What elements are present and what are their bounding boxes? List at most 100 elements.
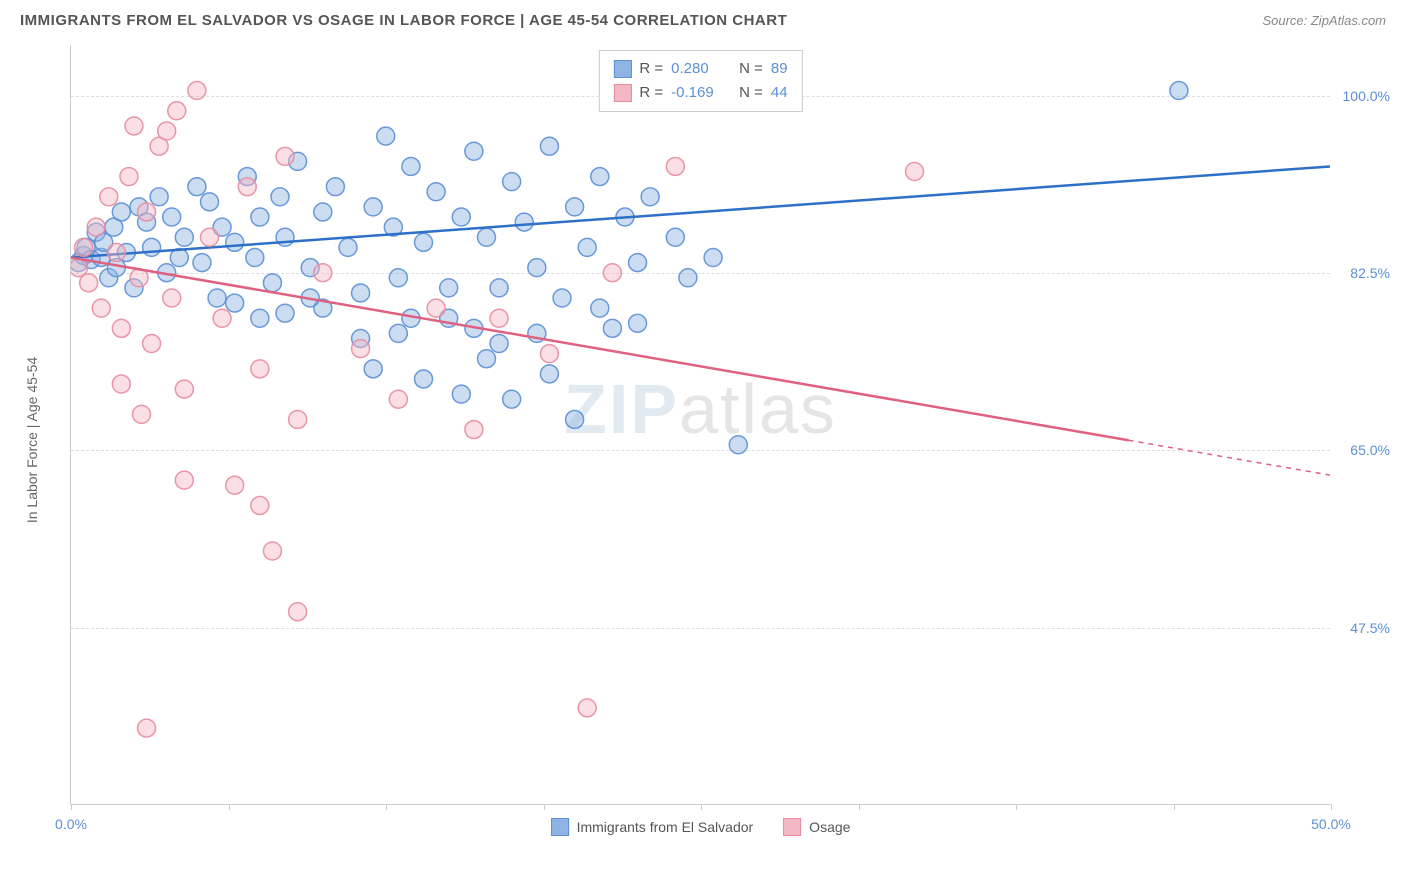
- y-tick-label: 47.5%: [1350, 620, 1390, 636]
- y-tick-label: 65.0%: [1350, 442, 1390, 458]
- correlation-legend: R = 0.280 N = 89R = -0.169 N = 44: [598, 50, 802, 112]
- x-tick: [1174, 804, 1175, 810]
- data-point: [120, 168, 138, 186]
- legend-item: Immigrants from El Salvador: [551, 818, 754, 836]
- data-point: [107, 243, 125, 261]
- data-point: [226, 233, 244, 251]
- data-point: [591, 168, 609, 186]
- data-point: [263, 274, 281, 292]
- data-point: [188, 178, 206, 196]
- data-point: [138, 719, 156, 737]
- data-point: [271, 188, 289, 206]
- data-point: [158, 122, 176, 140]
- data-point: [133, 405, 151, 423]
- data-point: [112, 319, 130, 337]
- r-label: R =: [639, 57, 663, 81]
- legend-label: Immigrants from El Salvador: [577, 819, 754, 835]
- data-point: [75, 238, 93, 256]
- data-point: [629, 314, 647, 332]
- data-point: [704, 249, 722, 267]
- trend-line-dashed: [1129, 440, 1330, 475]
- data-point: [465, 421, 483, 439]
- series-legend: Immigrants from El Salvador Osage: [543, 818, 859, 836]
- data-point: [92, 299, 110, 317]
- data-point: [289, 410, 307, 428]
- header: IMMIGRANTS FROM EL SALVADOR VS OSAGE IN …: [0, 0, 1406, 37]
- data-point: [251, 208, 269, 226]
- data-point: [138, 203, 156, 221]
- data-point: [314, 203, 332, 221]
- trend-line: [71, 258, 1129, 441]
- r-label: R =: [639, 81, 663, 105]
- legend-label: Osage: [809, 819, 850, 835]
- data-point: [415, 370, 433, 388]
- legend-item: Osage: [783, 818, 850, 836]
- data-point: [389, 324, 407, 342]
- data-point: [238, 178, 256, 196]
- data-point: [503, 390, 521, 408]
- data-point: [679, 269, 697, 287]
- data-point: [364, 360, 382, 378]
- x-tick-label: 50.0%: [1311, 816, 1351, 832]
- scatter-plot-svg: [71, 45, 1330, 804]
- legend-swatch: [783, 818, 801, 836]
- y-tick-label: 82.5%: [1350, 265, 1390, 281]
- data-point: [578, 238, 596, 256]
- legend-row: R = -0.169 N = 44: [613, 81, 787, 105]
- data-point: [175, 380, 193, 398]
- data-point: [251, 496, 269, 514]
- data-point: [540, 365, 558, 383]
- data-point: [251, 309, 269, 327]
- r-value: -0.169: [671, 81, 731, 105]
- data-point: [515, 213, 533, 231]
- data-point: [490, 309, 508, 327]
- r-value: 0.280: [671, 57, 731, 81]
- data-point: [87, 218, 105, 236]
- n-value: 89: [771, 57, 788, 81]
- data-point: [377, 127, 395, 145]
- data-point: [490, 335, 508, 353]
- data-point: [80, 274, 98, 292]
- data-point: [188, 82, 206, 100]
- data-point: [666, 157, 684, 175]
- x-tick: [1331, 804, 1332, 810]
- legend-row: R =0.280N =89: [613, 57, 787, 81]
- data-point: [452, 385, 470, 403]
- data-point: [314, 264, 332, 282]
- data-point: [289, 603, 307, 621]
- data-point: [906, 163, 924, 181]
- data-point: [175, 228, 193, 246]
- chart-container: In Labor Force | Age 45-54 ZIPatlas 47.5…: [50, 45, 1380, 835]
- data-point: [477, 228, 495, 246]
- n-value: 44: [771, 81, 788, 105]
- legend-swatch: [613, 84, 631, 102]
- data-point: [427, 183, 445, 201]
- data-point: [540, 137, 558, 155]
- data-point: [339, 238, 357, 256]
- data-point: [389, 390, 407, 408]
- x-tick: [1016, 804, 1017, 810]
- data-point: [100, 188, 118, 206]
- data-point: [352, 340, 370, 358]
- x-tick: [71, 804, 72, 810]
- data-point: [125, 117, 143, 135]
- data-point: [402, 157, 420, 175]
- data-point: [175, 471, 193, 489]
- data-point: [440, 279, 458, 297]
- x-tick: [701, 804, 702, 810]
- legend-swatch: [613, 60, 631, 78]
- data-point: [477, 350, 495, 368]
- chart-title: IMMIGRANTS FROM EL SALVADOR VS OSAGE IN …: [20, 12, 787, 29]
- data-point: [213, 309, 231, 327]
- data-point: [276, 304, 294, 322]
- n-label: N =: [739, 81, 763, 105]
- data-point: [226, 476, 244, 494]
- data-point: [578, 699, 596, 717]
- data-point: [364, 198, 382, 216]
- legend-swatch: [551, 818, 569, 836]
- data-point: [415, 233, 433, 251]
- data-point: [465, 142, 483, 160]
- data-point: [208, 289, 226, 307]
- data-point: [276, 147, 294, 165]
- data-point: [641, 188, 659, 206]
